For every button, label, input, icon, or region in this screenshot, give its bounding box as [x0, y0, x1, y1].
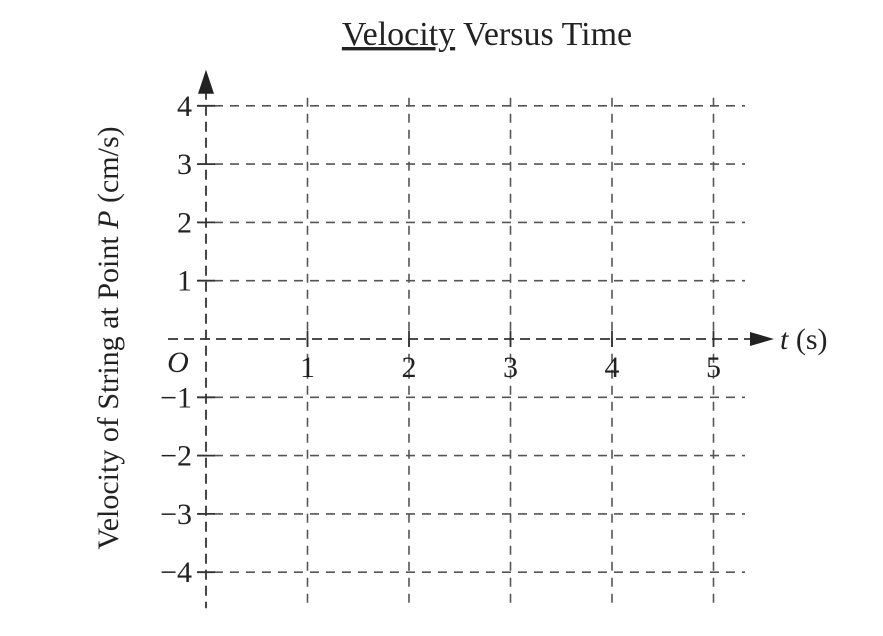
y-tick-label: 1 — [177, 265, 192, 298]
grid — [198, 97, 745, 609]
x-axis-label-var: t — [780, 323, 789, 356]
y-axis-label-post: (cm/s) — [92, 126, 125, 210]
chart-title-rest: Versus Time — [455, 16, 632, 53]
y-axis-arrowhead — [198, 69, 214, 94]
tick-labels: 4 3 2 1 −1 −2 −3 −4 1 2 3 4 5 — [160, 90, 721, 589]
y-axis-label-var: P — [92, 210, 125, 229]
y-tick-label: −3 — [160, 498, 192, 531]
x-axis-label: t (s) — [780, 323, 828, 356]
y-tick-label: 4 — [177, 90, 192, 123]
x-tick-label: 4 — [605, 351, 620, 384]
y-axis-label: Velocity of String at Point P (cm/s) — [92, 126, 125, 549]
origin-label: O — [167, 346, 189, 379]
y-tick-label: −4 — [160, 556, 192, 589]
y-axis-label-pre: Velocity of String at Point — [92, 229, 125, 550]
x-tick-label: 1 — [300, 351, 315, 384]
x-axis-label-unit: (s) — [788, 323, 827, 356]
y-tick-label: −2 — [160, 440, 192, 473]
y-tick-label: 3 — [177, 148, 192, 181]
axes — [168, 69, 774, 609]
x-tick-label: 5 — [706, 351, 721, 384]
x-tick-label: 2 — [402, 351, 417, 384]
y-tick-label: −1 — [160, 381, 192, 414]
chart-title: Velocity Versus Time — [342, 16, 632, 53]
chart-title-underlined: Velocity — [342, 16, 455, 53]
y-tick-label: 2 — [177, 206, 192, 239]
x-tick-label: 3 — [503, 351, 518, 384]
x-axis-arrowhead — [750, 332, 774, 346]
